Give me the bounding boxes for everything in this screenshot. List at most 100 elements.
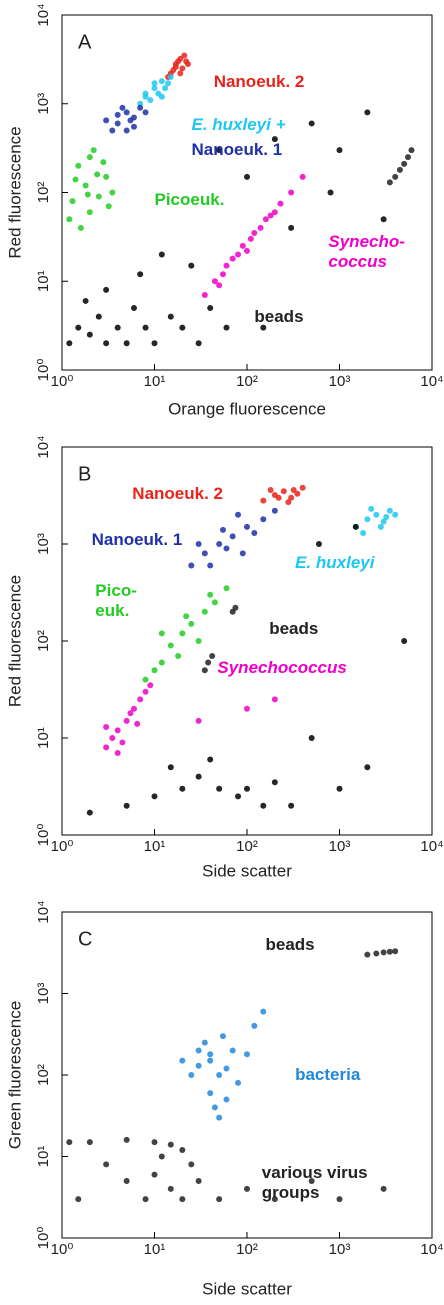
- data-point: [386, 948, 393, 955]
- y-tick-label: 10⁰: [35, 359, 52, 382]
- x-tick-label: 10¹: [144, 1241, 166, 1258]
- data-point: [142, 93, 149, 100]
- data-point: [123, 340, 130, 347]
- data-point: [184, 61, 191, 68]
- data-point: [216, 785, 223, 792]
- data-point: [380, 1185, 387, 1192]
- data-point: [260, 324, 267, 331]
- series-label: Nanoeuk. 2: [132, 483, 223, 503]
- data-point: [86, 809, 93, 816]
- data-point: [123, 127, 130, 134]
- data-point: [239, 550, 246, 557]
- data-point: [123, 1136, 130, 1143]
- x-tick-label: 10⁰: [51, 373, 74, 390]
- series-label: Picoeuk.: [154, 189, 225, 209]
- data-point: [127, 710, 134, 717]
- data-point: [232, 604, 239, 611]
- data-point: [151, 1139, 158, 1146]
- x-axis-label: Side scatter: [202, 861, 292, 880]
- data-point: [179, 630, 186, 637]
- data-point: [179, 1196, 186, 1203]
- data-point: [201, 667, 208, 674]
- data-point: [195, 541, 202, 547]
- data-point: [188, 262, 195, 269]
- data-point: [95, 313, 102, 320]
- data-point: [167, 1141, 174, 1148]
- data-point: [167, 1185, 174, 1192]
- data-point: [216, 541, 223, 547]
- data-point: [364, 109, 371, 116]
- data-point: [235, 1079, 242, 1086]
- data-point: [244, 785, 250, 792]
- data-point: [299, 173, 306, 180]
- data-point: [123, 802, 130, 809]
- data-point: [167, 642, 174, 649]
- data-point: [383, 513, 390, 520]
- data-point: [179, 324, 186, 331]
- plot-frame: [61, 14, 433, 371]
- data-point: [167, 313, 174, 320]
- data-point: [188, 562, 195, 569]
- data-point: [142, 109, 149, 116]
- series-label: bacteria: [295, 1065, 361, 1084]
- data-point: [223, 585, 230, 592]
- data-point: [299, 484, 306, 491]
- data-point: [179, 1147, 186, 1154]
- data-point: [151, 340, 158, 347]
- series-label: Synecho-coccus: [328, 232, 405, 272]
- data-point: [380, 949, 387, 956]
- data-point: [103, 117, 110, 124]
- data-point: [207, 756, 214, 763]
- data-point: [75, 324, 82, 331]
- data-point: [147, 97, 154, 104]
- x-tick-label: 10³: [329, 1241, 351, 1258]
- y-tick-label: 10⁴: [35, 900, 52, 923]
- data-point: [103, 744, 110, 751]
- data-point: [151, 80, 158, 87]
- data-point: [244, 247, 250, 254]
- data-point: [207, 562, 214, 569]
- panel-label: B: [78, 463, 91, 485]
- data-point: [209, 653, 216, 660]
- data-point: [130, 304, 137, 311]
- data-point: [195, 717, 202, 724]
- data-point: [165, 80, 172, 87]
- data-point: [201, 1039, 208, 1046]
- series-label: Pico-euk.: [95, 580, 137, 620]
- data-point: [262, 216, 269, 223]
- data-point: [114, 750, 121, 757]
- data-point: [267, 212, 274, 219]
- data-point: [103, 723, 110, 730]
- data-point: [158, 630, 165, 637]
- data-point: [147, 682, 154, 689]
- data-point: [86, 209, 93, 216]
- data-point: [277, 200, 284, 207]
- data-point: [158, 1153, 165, 1160]
- data-point: [271, 136, 278, 143]
- y-tick-label: 10⁰: [35, 824, 52, 847]
- data-point: [162, 85, 169, 92]
- data-point: [137, 696, 144, 703]
- data-point: [114, 120, 121, 127]
- data-point: [188, 620, 195, 627]
- data-point: [229, 1047, 236, 1054]
- data-point: [183, 613, 190, 620]
- data-point: [216, 282, 223, 289]
- data-point: [158, 659, 165, 666]
- data-point: [195, 773, 202, 780]
- data-point: [219, 1033, 226, 1040]
- data-point: [211, 278, 218, 285]
- data-point: [336, 1196, 343, 1203]
- data-point: [77, 224, 84, 231]
- series-label: Synechococcus: [217, 658, 347, 678]
- data-point: [364, 516, 371, 523]
- data-point: [244, 173, 250, 180]
- data-point: [90, 147, 97, 154]
- data-point: [235, 251, 242, 258]
- data-point: [251, 529, 258, 536]
- data-point: [404, 154, 411, 161]
- x-tick-label: 10²: [236, 1241, 258, 1258]
- data-point: [294, 490, 301, 497]
- data-point: [216, 1196, 223, 1203]
